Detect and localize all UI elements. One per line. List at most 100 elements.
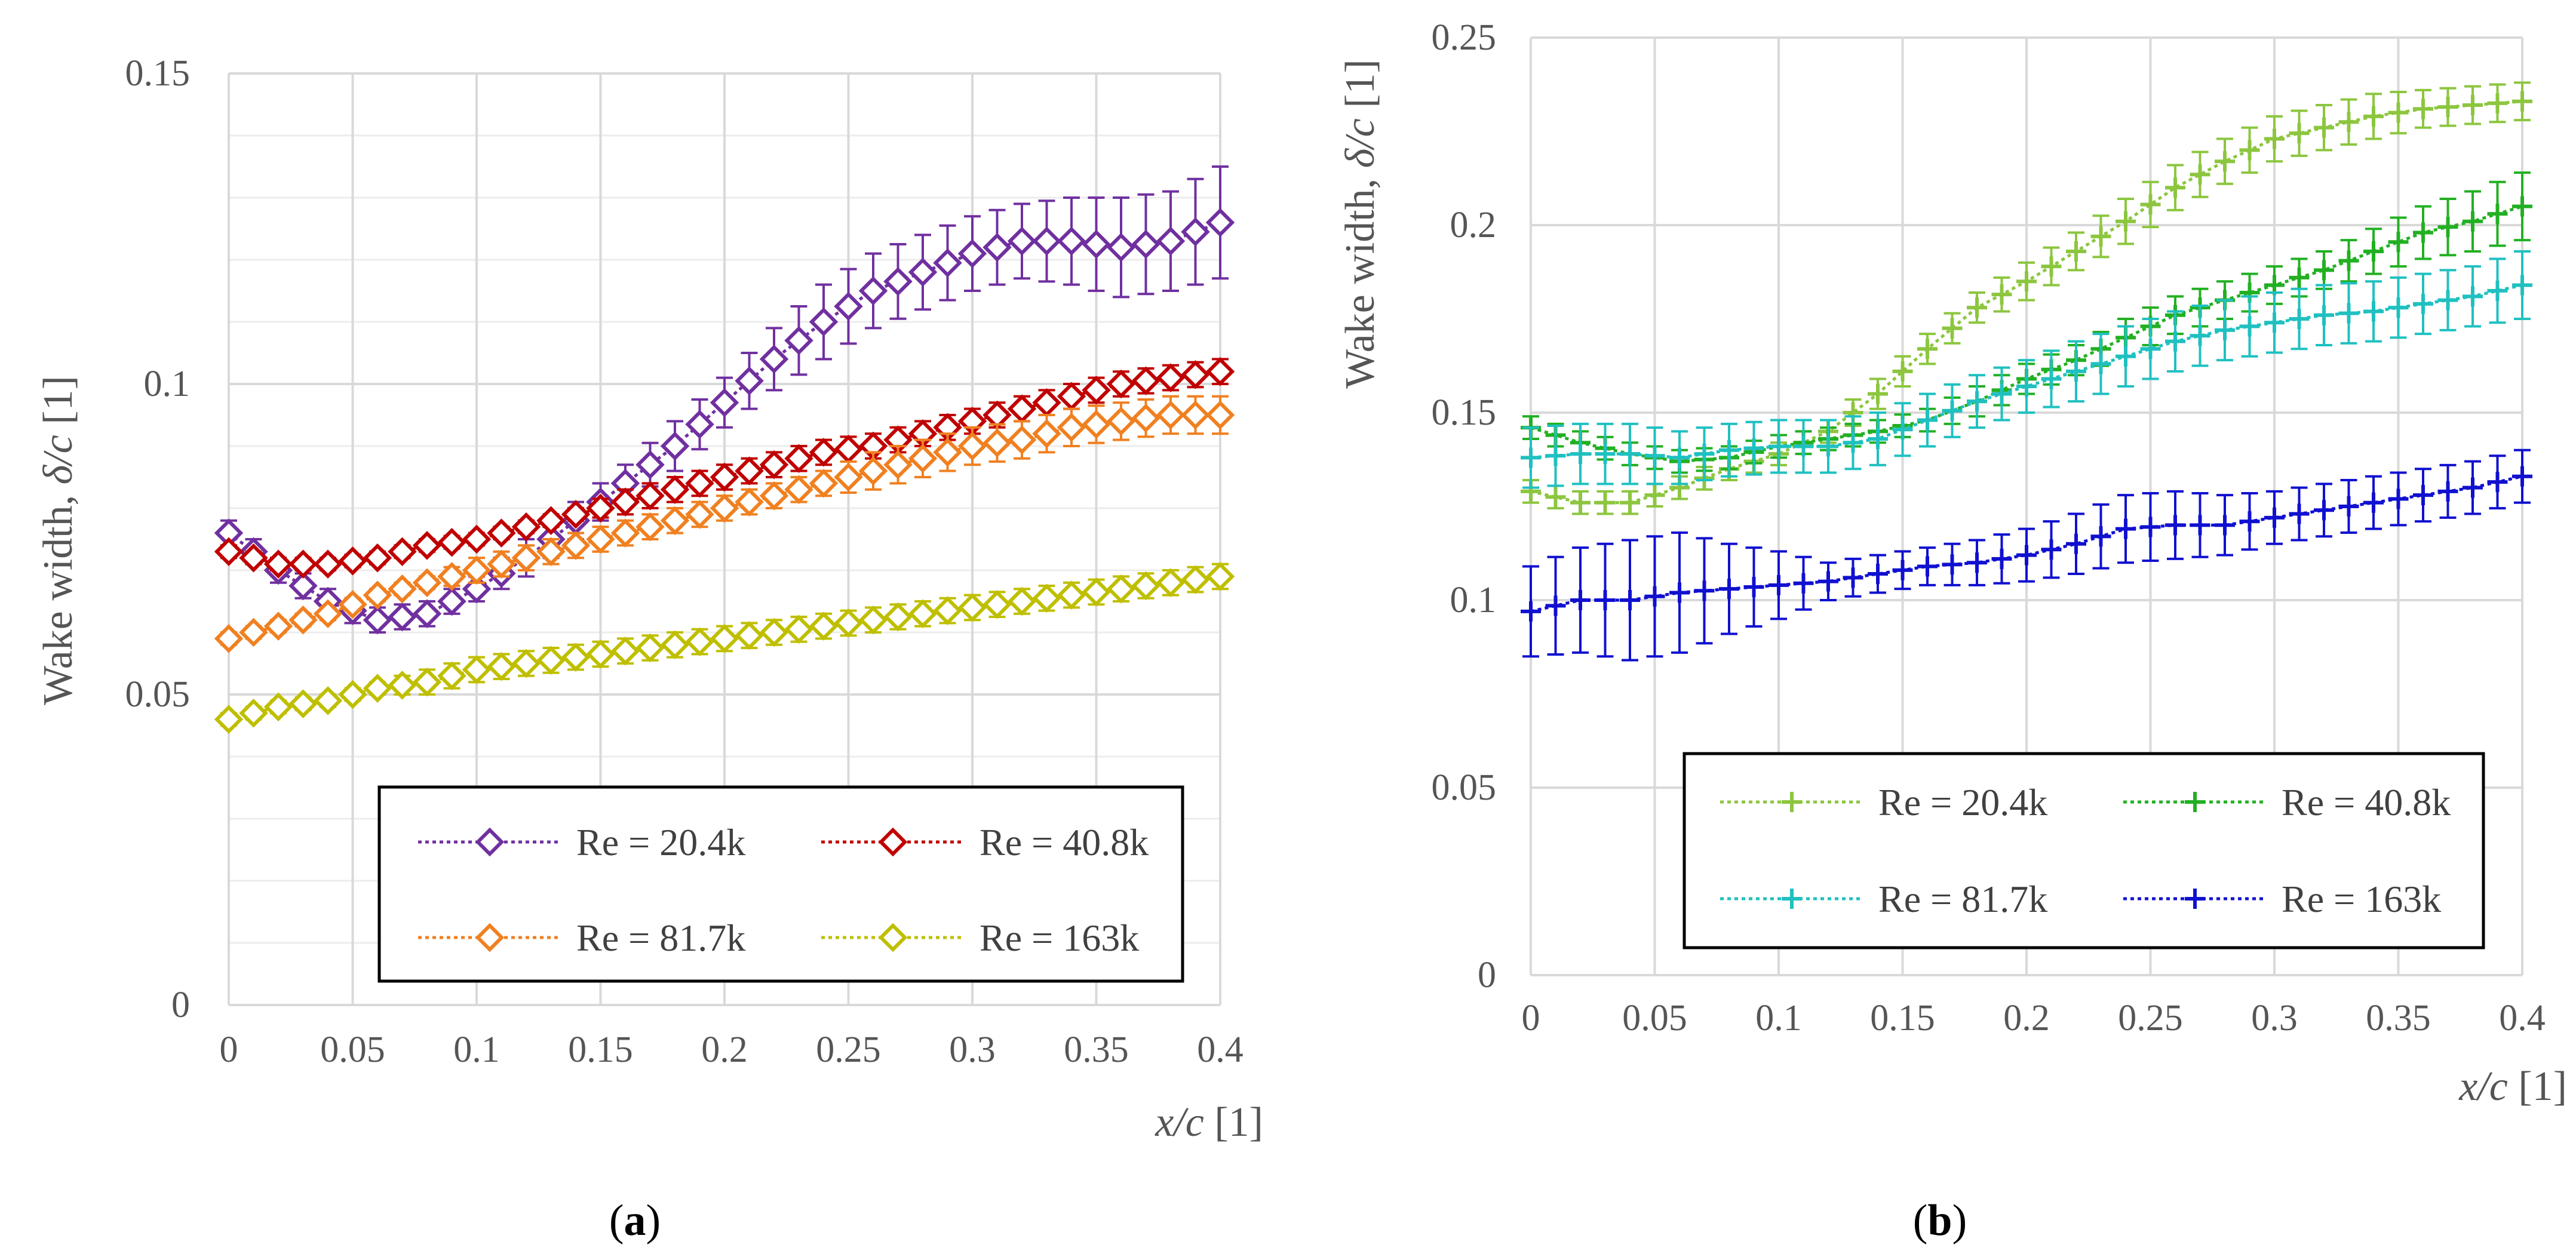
chart-b-data-point: [2512, 275, 2532, 296]
chart-a-data-point: [214, 705, 244, 734]
chart-b-data-point: [2437, 290, 2458, 311]
chart-a-data-point: [1082, 577, 1111, 607]
chart-a-data-point: [511, 543, 541, 573]
chart-b-data-point: [1669, 582, 1690, 603]
chart-b-data-point: [2487, 93, 2508, 113]
chart-b-data-point: [1669, 447, 1690, 468]
chart-b-data-point: [2314, 117, 2334, 138]
chart-a-y-axis-label-var: δ/c: [35, 435, 81, 484]
chart-b-data-point: [1644, 445, 1665, 466]
chart-a-y-tick-label: 0.1: [144, 364, 191, 404]
chart-b: 0 0.05 0.1 0.15 0.2 0.25 0 0.05 0.1 0.15 0.2 0.25 0.…: [1337, 17, 2567, 1245]
chart-a-data-point: [263, 611, 293, 641]
chart-a-data-point: [933, 248, 962, 278]
chart-a-data-point: [1007, 425, 1037, 454]
chart-b-data-point: [1570, 492, 1591, 513]
chart-a-data-point: [1106, 574, 1136, 604]
chart-a-data-point: [511, 512, 541, 542]
chart-a-y-tick-label: 0.15: [125, 53, 191, 94]
chart-b-x-tick-label: 0.15: [1870, 998, 1935, 1038]
chart-b-data-point: [2239, 511, 2260, 532]
chart-a-data-point: [759, 617, 789, 647]
chart-a-data-point: [635, 481, 665, 511]
chart-a-x-tick-label: 0.15: [568, 1029, 633, 1070]
chart-b-data-point: [1694, 444, 1715, 465]
chart-a-data-point: [660, 506, 690, 536]
chart-a-data-point: [288, 571, 318, 601]
chart-a-data-point: [610, 487, 640, 517]
chart-b-data-point: [2512, 466, 2532, 487]
chart-b-data-point: [1620, 492, 1640, 513]
chart-b-y-tick-label: 0.1: [1450, 580, 1497, 620]
chart-a-data-point: [1156, 226, 1186, 256]
chart-a-data-point: [239, 543, 268, 573]
chart-a-data-point: [536, 646, 566, 675]
chart-b-data-point: [1620, 444, 1640, 465]
chart-b-data-point: [1843, 567, 1863, 588]
chart-b-data-point: [1545, 445, 1566, 466]
chart-b-data-point: [2314, 500, 2334, 521]
chart-a-data-point: [809, 469, 839, 498]
chart-b-data-point: [2463, 211, 2483, 232]
chart-a-data-point: [809, 307, 839, 337]
chart-b-legend-swatch-marker: [2185, 792, 2205, 812]
chart-a-data-point: [908, 257, 938, 287]
chart-a-y-axis-label-unit: [1]: [35, 376, 81, 435]
chart-a-data-point: [710, 493, 739, 523]
chart-b-data-point: [2487, 204, 2508, 225]
chart-a-data-point: [735, 456, 764, 485]
chart-a-data-point: [685, 627, 714, 656]
chart-a-data-point: [437, 586, 466, 616]
chart-b-data-point: [2338, 250, 2359, 271]
chart-a-data-point: [487, 549, 516, 579]
chart-a-data-point: [511, 649, 541, 678]
chart-b-data-point: [1892, 419, 1913, 440]
chart-a-data-point: [1131, 229, 1160, 259]
chart-b-data-point: [1521, 601, 1541, 622]
chart-b-legend-entry: Re = 20.4k: [1720, 781, 2047, 823]
chart-a-data-point: [735, 487, 764, 517]
chart-a-data-point: [338, 589, 367, 619]
chart-a-data-point: [933, 438, 962, 467]
chart-a-data-point: [933, 596, 962, 625]
chart-a-data-point: [908, 599, 938, 629]
chart-a-data-point: [561, 643, 591, 672]
chart-a-data-point: [1181, 360, 1210, 389]
chart-a-y-tick-label: 0.05: [125, 674, 191, 715]
chart-b-data-point: [2041, 256, 2062, 277]
chart-a-data-point: [660, 475, 690, 505]
chart-a-data-point: [735, 620, 764, 650]
chart-a-data-point: [412, 667, 442, 697]
chart-b-data-point: [2215, 515, 2235, 536]
chart-a-data-point: [1106, 407, 1136, 436]
chart-b-data-point: [1868, 564, 1888, 585]
chart-b-data-point: [2487, 280, 2508, 301]
chart-b-data-point: [2388, 488, 2409, 509]
chart-a-data-point: [1205, 208, 1235, 237]
chart-b-y-tick-label: 0.05: [1432, 767, 1497, 808]
chart-a-data-point: [982, 589, 1012, 619]
chart-a-x-axis-label-unit: [1]: [1214, 1099, 1263, 1145]
chart-a-data-point: [858, 605, 888, 635]
chart-b-legend-label: Re = 81.7k: [1878, 878, 2047, 920]
chart-b-data-point: [2413, 222, 2433, 243]
chart-b-data-point: [2165, 515, 2185, 536]
chart-b-data-point: [1917, 339, 1938, 359]
chart-a-data-point: [462, 555, 492, 585]
chart-a-data-point: [586, 524, 615, 554]
chart-a-data-point: [1032, 226, 1061, 256]
chart-a-data-point: [635, 633, 665, 663]
chart-b-data-point: [2463, 477, 2483, 498]
chart-a-data-point: [288, 689, 318, 718]
chart-b-data-point: [2314, 260, 2334, 281]
chart-b-data-point: [2363, 301, 2384, 322]
chart-b-y-tick-label: 0.25: [1432, 17, 1497, 58]
chart-a-x-tick-label: 0.3: [949, 1029, 996, 1070]
chart-b-data-point: [1595, 444, 1616, 465]
chart-b-data-point: [2463, 286, 2483, 307]
chart-b-data-point: [1768, 574, 1789, 595]
chart-a-data-point: [462, 655, 492, 684]
chart-b-data-point: [1570, 444, 1591, 465]
chart-b-data-point: [2289, 123, 2310, 144]
chart-a-data-point: [1181, 217, 1210, 247]
